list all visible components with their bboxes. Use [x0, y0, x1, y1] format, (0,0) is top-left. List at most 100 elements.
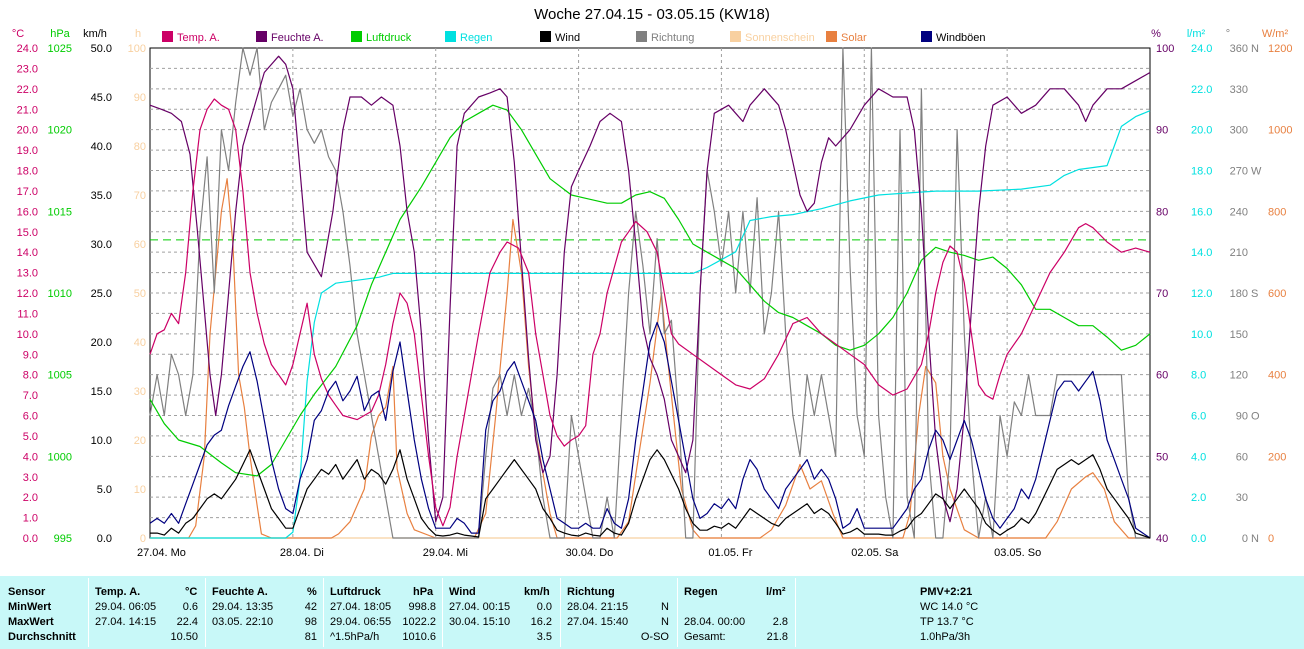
stats-row-min: MinWert [8, 601, 52, 613]
stats-pmv-tp: TP 13.7 °C [920, 616, 974, 628]
tick-label-temp: 13.0 [17, 268, 38, 280]
tick-label-sunshine: 20 [134, 435, 146, 447]
tick-label-pressure: 1000 [48, 451, 72, 463]
stats-temp-min-time: 29.04. 06:05 [95, 601, 157, 613]
tick-label-rain: 8.0 [1191, 370, 1206, 382]
stats-header-sensor: Sensor [8, 586, 46, 598]
legend-label: Regen [460, 32, 493, 44]
axis-unit-direction: ° [1226, 28, 1230, 40]
stats-richtung-max-value: N [661, 616, 669, 628]
stats-regen-total-value: 21.8 [766, 631, 788, 643]
tick-label-solar: 600 [1268, 288, 1286, 300]
stats-pmv-wc: WC 14.0 °C [920, 601, 979, 613]
stats-regen-total-label: Gesamt: [684, 631, 726, 643]
x-tick-label: 01.05. Fr [708, 547, 752, 559]
tick-label-temp: 15.0 [17, 227, 38, 239]
legend-item-wind: Wind [540, 31, 580, 45]
stats-header-druck-unit: hPa [413, 586, 434, 598]
stats-wind-max-value: 16.2 [530, 616, 552, 628]
legend-swatch [826, 31, 837, 42]
tick-label-pressure: 1020 [48, 125, 72, 137]
stats-druck-avg-value: 1010.6 [402, 631, 436, 643]
legend-swatch [730, 31, 741, 42]
tick-label-direction: 180 [1230, 288, 1248, 300]
x-tick-label: 29.04. Mi [423, 547, 468, 559]
stats-header-temp-unit: °C [185, 586, 198, 598]
x-axis-labels: 27.04. Mo 28.04. Di 29.04. Mi 30.04. Do 01.0… [137, 547, 1041, 559]
stats-druck-min-value: 998.8 [408, 601, 436, 613]
tick-label-humidity: 90 [1156, 125, 1168, 137]
stats-header-pmv: PMV+2:21 [920, 586, 973, 598]
stats-feuchte-min-time: 29.04. 13:35 [212, 601, 274, 613]
compass-label: W [1251, 166, 1262, 178]
stats-wind-max-time: 30.04. 15:10 [449, 616, 511, 628]
x-tick-label: 27.04. Mo [137, 547, 186, 559]
stats-druck-max-time: 29.04. 06:55 [330, 616, 392, 628]
tick-label-sunshine: 50 [134, 288, 146, 300]
stats-pmv-trend: 1.0hPa/3h [920, 631, 971, 643]
tick-label-direction: 300 [1230, 125, 1248, 137]
tick-label-temp: 16.0 [17, 206, 38, 218]
tick-label-direction: 150 [1230, 329, 1248, 341]
axis-unit-temp: °C [12, 28, 24, 40]
tick-label-solar: 1000 [1268, 125, 1292, 137]
tick-label-rain: 14.0 [1191, 247, 1212, 259]
stats-header-regen: Regen [684, 586, 718, 598]
tick-label-sunshine: 30 [134, 386, 146, 398]
tick-label-temp: 19.0 [17, 145, 38, 157]
stats-feuchte-max-value: 98 [304, 616, 317, 628]
tick-label-rain: 20.0 [1191, 125, 1212, 137]
stats-richtung-min-time: 28.04. 21:15 [567, 601, 629, 613]
tick-label-direction: 0 [1242, 533, 1248, 545]
tick-label-humidity: 50 [1156, 451, 1168, 463]
series-regen [150, 110, 1151, 539]
tick-label-direction: 360 [1230, 43, 1248, 55]
tick-label-solar: 200 [1268, 451, 1286, 463]
tick-label-temp: 3.0 [23, 472, 38, 484]
stats-header-wind: Wind [449, 586, 476, 598]
legend-swatch [445, 31, 456, 42]
tick-label-direction: 60 [1236, 451, 1248, 463]
tick-label-sunshine: 70 [134, 190, 146, 202]
legend-swatch [256, 31, 267, 42]
tick-label-temp: 5.0 [23, 431, 38, 443]
tick-label-wind: 15.0 [91, 386, 112, 398]
compass-label: S [1251, 288, 1258, 300]
stats-richtung-max-time: 27.04. 15:40 [567, 616, 629, 628]
tick-label-temp: 21.0 [17, 104, 38, 116]
stats-temp-max-time: 27.04. 14:15 [95, 616, 157, 628]
tick-label-direction: 30 [1236, 492, 1248, 504]
tick-label-temp: 11.0 [17, 308, 38, 320]
stats-wind-min-value: 0.0 [536, 601, 552, 613]
stats-header-regen-unit: l/m² [766, 586, 786, 598]
tick-label-direction: 330 [1230, 84, 1248, 96]
axis-unit-solar: W/m² [1262, 28, 1289, 40]
tick-label-solar: 800 [1268, 206, 1286, 218]
legend-label: Temp. A. [177, 32, 220, 44]
x-tick-label: 28.04. Di [280, 547, 324, 559]
series-windboeen [149, 321, 1151, 539]
tick-label-temp: 24.0 [17, 43, 38, 55]
compass-label: O [1251, 411, 1260, 423]
x-tick-label: 02.05. Sa [851, 547, 899, 559]
tick-label-wind: 10.0 [91, 435, 112, 447]
tick-label-humidity: 60 [1156, 370, 1168, 382]
tick-label-sunshine: 80 [134, 141, 146, 153]
stats-regen-max-value: 2.8 [772, 616, 788, 628]
tick-label-rain: 18.0 [1191, 166, 1212, 178]
tick-label-rain: 10.0 [1191, 329, 1212, 341]
compass-label: N [1251, 533, 1259, 545]
tick-label-temp: 12.0 [17, 288, 38, 300]
legend-label: Richtung [651, 32, 695, 44]
axis-unit-humidity: % [1151, 28, 1161, 40]
stats-feuchte-min-value: 42 [304, 601, 317, 613]
legend-item-feuchte: Feuchte A. [256, 31, 324, 45]
stats-regen-max-time: 28.04. 00:00 [684, 616, 746, 628]
stats-druck-trend: ^1.5hPa/h [330, 631, 380, 643]
tick-label-humidity: 80 [1156, 206, 1168, 218]
legend-item-richtung: Richtung [636, 31, 694, 45]
tick-label-temp: 8.0 [23, 370, 38, 382]
stats-druck-max-value: 1022.2 [402, 616, 436, 628]
tick-label-solar: 1200 [1268, 43, 1292, 55]
tick-label-sunshine: 0 [140, 533, 146, 545]
